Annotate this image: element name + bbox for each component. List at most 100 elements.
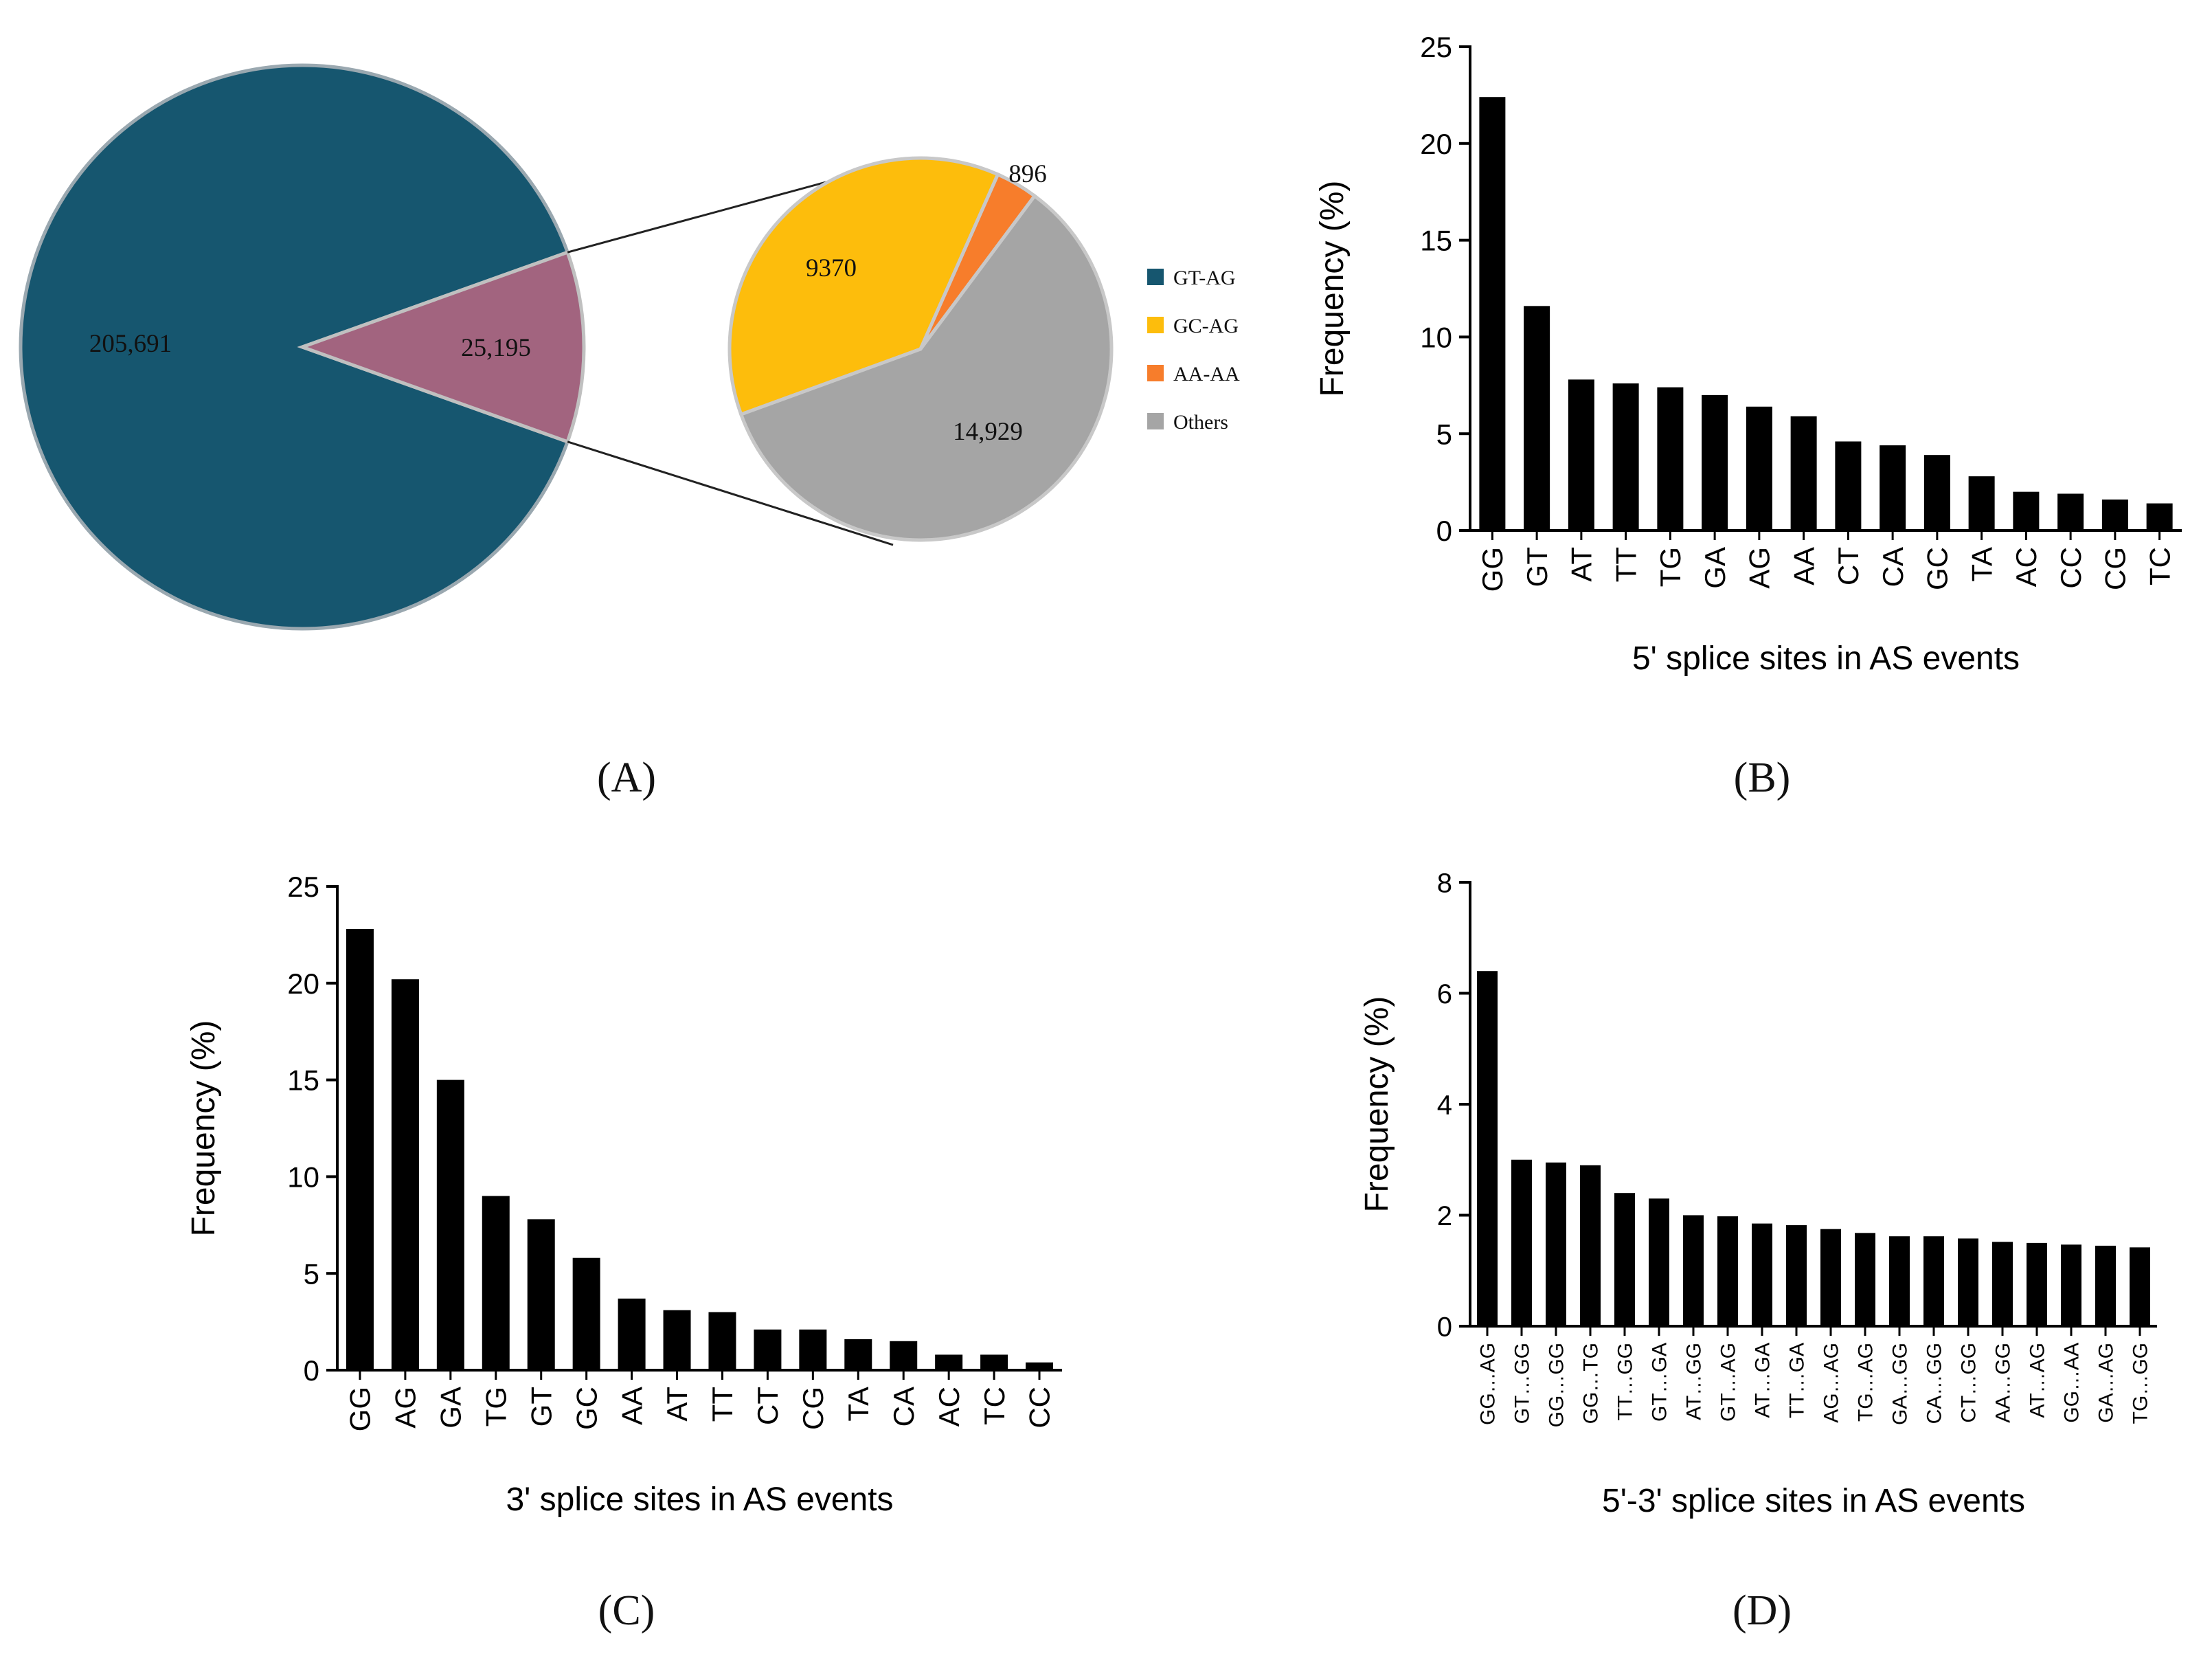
- x-tick-label: GA…AG: [2095, 1343, 2118, 1423]
- detail-label-others: 14,929: [953, 418, 1023, 446]
- bar-GT…GA: [1649, 1198, 1669, 1326]
- x-tick-label: CC: [2055, 547, 2087, 589]
- bar-GT…AG: [1717, 1216, 1738, 1326]
- x-tick-label: GC: [570, 1387, 602, 1430]
- x-tick-label: TA: [842, 1387, 874, 1422]
- bar-GG…GG: [1546, 1162, 1566, 1326]
- detail-label-gc-ag: 9370: [806, 254, 857, 282]
- bar-GA: [1702, 394, 1728, 530]
- x-tick-label: TT…GA: [1786, 1343, 1809, 1418]
- x-tick-label: GT…GG: [1511, 1343, 1534, 1424]
- x-tick-label: TG…GG: [2130, 1343, 2152, 1424]
- x-tick-label: CA: [1877, 547, 1909, 587]
- y-tick-label: 0: [1436, 515, 1452, 547]
- bar-AG: [1746, 406, 1772, 530]
- x-tick-label: AT: [661, 1387, 693, 1422]
- x-tick-label: TT: [706, 1387, 738, 1422]
- bar-CA…GG: [1923, 1236, 1944, 1326]
- pie-slice-non-canonical: [297, 249, 586, 445]
- bar-TT: [1612, 383, 1639, 530]
- x-tick-label: CG: [797, 1387, 829, 1430]
- bar-CG: [799, 1329, 827, 1370]
- y-tick-label: 10: [287, 1161, 319, 1194]
- x-tick-label: GT: [525, 1387, 557, 1426]
- panel-label: (B): [1734, 754, 1791, 801]
- panel-label: (D): [1733, 1587, 1792, 1634]
- panel-a: 205,691 25,195 9370 896 14,929 GT-AG GC-AG AA-A…: [19, 63, 1240, 801]
- bar-TA: [844, 1339, 872, 1370]
- bar-GT: [527, 1219, 555, 1370]
- x-tick-label: CT: [752, 1387, 784, 1425]
- legend-swatch: [1147, 317, 1164, 333]
- bar-GG…TG: [1580, 1165, 1601, 1326]
- panel-label: (C): [598, 1587, 655, 1634]
- bar-TG: [1657, 387, 1684, 530]
- x-tick-label: CA: [888, 1387, 920, 1426]
- x-tick-label: AT: [1566, 547, 1598, 582]
- x-tick-label: CC: [1024, 1387, 1056, 1429]
- bar-TT: [708, 1312, 736, 1370]
- x-tick-label: AT…AG: [2027, 1343, 2049, 1418]
- bar-AA: [618, 1298, 646, 1370]
- y-tick-label: 25: [1420, 31, 1452, 63]
- bar-AA: [1790, 416, 1817, 530]
- panel-c: 0 5 10 15 20 25 GG AG GA TG GT GC AA AT TT CT CG TA CA AC TC…: [185, 871, 1062, 1634]
- bar-AG…AG: [1820, 1229, 1841, 1326]
- bar-GT…GG: [1511, 1159, 1532, 1326]
- x-tick-label: GT: [1521, 547, 1553, 587]
- y-tick-label: 8: [1437, 868, 1452, 898]
- x-tick-label: AA…GG: [1992, 1343, 2015, 1423]
- bar-GA: [436, 1079, 464, 1370]
- bar-TA: [1968, 476, 1995, 530]
- x-tick-label: TT: [1610, 547, 1642, 582]
- y-tick-label: 20: [287, 967, 319, 1000]
- y-tick-label: 5: [304, 1257, 319, 1290]
- x-tick-label: CG: [2099, 547, 2132, 590]
- legend-swatch: [1147, 413, 1164, 429]
- x-tick-label: GA: [1699, 547, 1731, 589]
- x-tick-label: CT: [1832, 547, 1864, 585]
- legend-label: GT-AG: [1173, 267, 1236, 289]
- x-tick-label: TA: [1965, 547, 1998, 582]
- bar-GG…AA: [2061, 1244, 2081, 1326]
- bar-AC: [935, 1354, 963, 1370]
- x-axis-title: 5'-3' splice sites in AS events: [1602, 1483, 2025, 1519]
- panel-b: 0 5 10 15 20 25 GG GT AT TT TG GA AG AA CT CA GC TA AC CC CG…: [1314, 31, 2182, 801]
- x-tick-label: AC: [2010, 547, 2042, 587]
- y-tick-label: 15: [287, 1064, 319, 1097]
- detail-slice-others: [738, 193, 1114, 542]
- panel-d: 0 2 4 6 8 GG…AG GT…GG GG…GG GG…TG TT…GG GT…GA AT…GG…: [1359, 868, 2157, 1634]
- bar-TG: [482, 1196, 510, 1370]
- x-tick-label: CA…GG: [1923, 1343, 1946, 1424]
- y-tick-label: 15: [1420, 225, 1452, 257]
- bar-AT…AG: [2027, 1242, 2047, 1326]
- x-tick-label: AC: [933, 1387, 965, 1426]
- bar-CC: [1026, 1362, 1054, 1370]
- x-tick-label: TG…AG: [1855, 1343, 1877, 1422]
- bar-AT: [663, 1310, 691, 1370]
- x-tick-label: TG: [1654, 547, 1686, 587]
- pie-slice-gt-ag: [19, 63, 570, 631]
- x-axis-title: 3' splice sites in AS events: [506, 1481, 893, 1518]
- bar-AA…GG: [1992, 1242, 2013, 1326]
- x-tick-label: AA: [616, 1387, 648, 1425]
- bar-TC: [2146, 503, 2173, 530]
- bar-GA…GG: [1889, 1236, 1910, 1326]
- x-tick-label: GT…GA: [1649, 1343, 1671, 1422]
- x-tick-label: TG: [479, 1387, 512, 1426]
- x-axis-title: 5' splice sites in AS events: [1632, 640, 2020, 677]
- y-tick-label: 20: [1420, 128, 1452, 160]
- bar-TC: [980, 1354, 1008, 1370]
- bar-CT…GG: [1958, 1238, 1978, 1326]
- bar-GC: [1923, 455, 1950, 530]
- x-tick-label: AT…GG: [1683, 1343, 1706, 1420]
- x-tick-label: AG: [390, 1387, 422, 1429]
- x-tick-label: GG…AA: [2061, 1343, 2084, 1423]
- bar-CT: [754, 1329, 782, 1370]
- connector-line-bottom: [567, 440, 894, 546]
- pie-label-gt-ag: 205,691: [89, 330, 172, 358]
- bar-TG…GG: [2130, 1247, 2150, 1326]
- legend-label: AA-AA: [1173, 363, 1240, 385]
- bar-GG…AG: [1477, 971, 1498, 1326]
